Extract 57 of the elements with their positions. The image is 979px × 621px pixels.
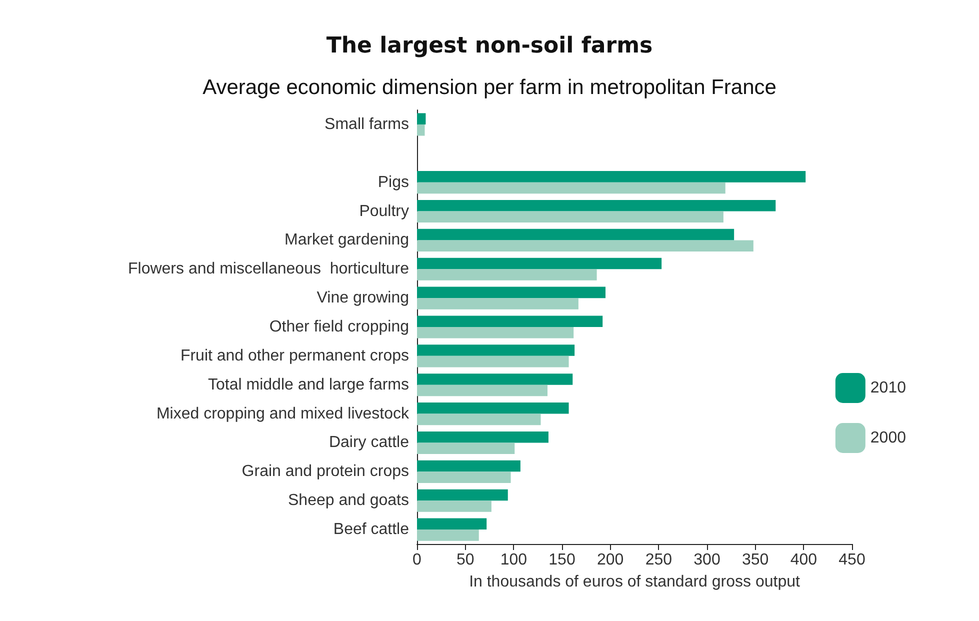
y-tick-label: Market gardening [284, 232, 409, 249]
chart-title: The largest non-soil farms [326, 34, 653, 58]
x-tick-label: 50 [456, 552, 474, 568]
bar [417, 316, 603, 327]
x-tick-label: 0 [412, 552, 422, 568]
x-tick-label: 350 [742, 552, 769, 568]
x-tick-label: 450 [838, 552, 866, 568]
bar [417, 258, 662, 270]
y-tick-label: Pigs [378, 174, 409, 191]
bar [417, 384, 548, 396]
x-tick-label: 300 [694, 552, 720, 568]
bar [417, 402, 569, 414]
x-axis-title: In thousands of euros of standard gross output [469, 574, 800, 590]
y-tick-label: Poultry [359, 202, 409, 220]
bar [417, 240, 754, 252]
y-tick-label: Beef cattle [333, 521, 410, 538]
y-tick-label: Other field cropping [269, 318, 409, 336]
bar [417, 182, 726, 194]
bar [417, 228, 734, 240]
chart-subtitle: Average economic dimension per farm in metropolitan France [202, 76, 776, 99]
bar [417, 286, 606, 298]
bar [417, 460, 520, 472]
bar [417, 344, 575, 356]
legend-label: 2000 [870, 430, 906, 446]
bar [417, 442, 515, 454]
legend-label: 2010 [870, 380, 906, 396]
y-tick-label: Total middle and large farms [208, 376, 409, 394]
x-tick-label: 100 [500, 552, 528, 568]
bar [417, 530, 479, 541]
y-tick-label: Sheep and goats [288, 492, 409, 510]
bar [417, 171, 806, 182]
bar [417, 327, 574, 338]
bar [417, 124, 425, 136]
bar [417, 211, 724, 223]
x-tick-label: 400 [790, 552, 818, 568]
bar [417, 414, 541, 426]
x-tick-label: 250 [645, 552, 672, 568]
y-tick-label: Flowers and miscellaneous horticulture [128, 260, 410, 278]
y-tick-label: Grain and protein crops [242, 463, 409, 480]
y-tick-label: Vine growing [316, 290, 409, 307]
bar [417, 269, 597, 280]
y-tick-label: Mixed cropping and mixed livestock [156, 405, 410, 422]
y-tick-label: Small farms [324, 116, 409, 133]
bar [417, 472, 511, 483]
bar [417, 113, 426, 124]
bar [417, 374, 573, 385]
bar [417, 200, 776, 212]
x-tick-label: 200 [596, 552, 624, 568]
bar [417, 298, 578, 310]
bar [417, 489, 508, 501]
bar [417, 518, 487, 530]
bar [417, 500, 492, 512]
bar [417, 356, 569, 368]
x-tick-label: 150 [548, 552, 576, 568]
y-tick-label: Dairy cattle [328, 434, 410, 452]
y-tick-label: Fruit and other permanent crops [180, 347, 409, 364]
bar [417, 431, 548, 443]
